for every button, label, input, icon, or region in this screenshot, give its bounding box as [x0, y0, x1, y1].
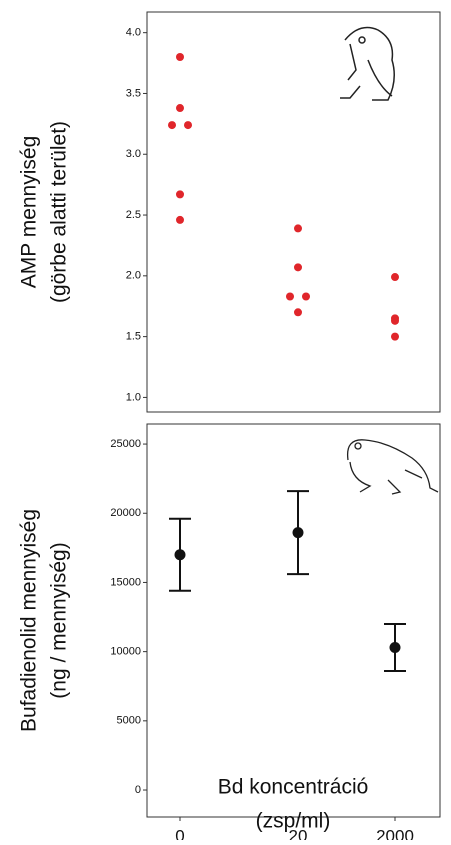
x-tick-label: 2000 — [376, 826, 414, 840]
data-point — [184, 121, 192, 130]
y-tick-label: 4.0 — [126, 27, 141, 39]
data-point — [286, 292, 294, 301]
data-point — [391, 332, 399, 341]
data-point — [294, 224, 302, 233]
x-axis-label: Bd koncentráció — [218, 776, 369, 799]
y-tick-label: 1.5 — [126, 331, 141, 343]
y-axis-label: Bufadienolid mennyiség — [18, 509, 41, 732]
plot-frame — [146, 423, 441, 818]
y-tick-label: 10000 — [110, 646, 141, 658]
data-point — [294, 308, 302, 317]
y-tick-label: 1.0 — [126, 391, 141, 403]
y-axis-label: (görbe alatti terület) — [48, 121, 71, 303]
data-point — [176, 52, 184, 61]
data-point — [302, 292, 310, 301]
y-tick-label: 20000 — [110, 507, 141, 519]
data-point — [391, 273, 399, 282]
y-tick-label: 2.0 — [126, 270, 141, 282]
mean-point — [174, 549, 186, 561]
frog-illustration — [340, 26, 395, 101]
y-tick-label: 0 — [135, 784, 141, 796]
x-axis-label: (zsp/ml) — [256, 810, 331, 833]
y-tick-label: 25000 — [110, 438, 141, 450]
plot-frame — [146, 11, 441, 413]
y-tick-label: 3.5 — [126, 87, 141, 99]
mean-point — [389, 641, 401, 653]
toad-illustration — [346, 439, 439, 495]
mean-point — [292, 527, 304, 539]
y-tick-label: 5000 — [117, 715, 141, 727]
data-point — [168, 121, 176, 130]
data-point — [176, 190, 184, 199]
data-point — [176, 215, 184, 224]
y-tick-label: 15000 — [110, 576, 141, 588]
y-tick-label: 3.0 — [126, 148, 141, 160]
y-tick-label: 2.5 — [126, 209, 141, 221]
data-point — [294, 263, 302, 272]
data-point — [391, 316, 399, 325]
data-point — [176, 104, 184, 113]
x-tick-label: 0 — [175, 826, 184, 840]
y-axis-label: AMP mennyiség — [18, 136, 41, 289]
y-axis-label: (ng / mennyiség) — [48, 542, 71, 698]
